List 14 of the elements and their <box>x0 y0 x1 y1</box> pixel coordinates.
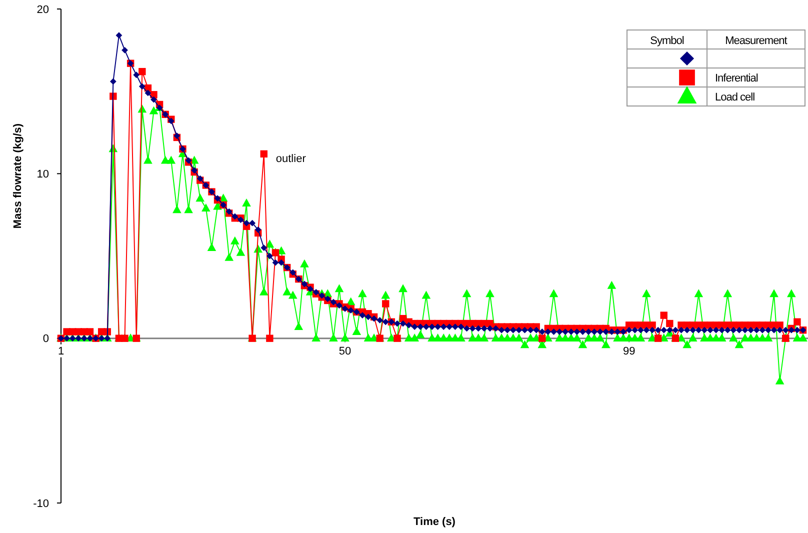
x-tick-label: 1 <box>58 345 64 358</box>
y-tick-label: 0 <box>42 333 49 346</box>
y-tick-label: -10 <box>33 498 49 510</box>
legend-label: Inferential <box>715 72 758 84</box>
x-axis-title: Time (s) <box>414 516 456 528</box>
annotation: outlier <box>276 153 306 166</box>
x-tick-label: 50 <box>338 345 352 358</box>
y-tick-label: 20 <box>36 4 49 16</box>
annotation: Symbol <box>650 35 684 47</box>
x-tick-label: 99 <box>622 345 636 358</box>
legend-title: Measurement <box>725 35 788 47</box>
legend-label: Load cell <box>715 92 755 104</box>
y-tick-label: 10 <box>36 168 49 181</box>
y-axis-title: Mass flowrate (kg/s) <box>12 123 24 229</box>
